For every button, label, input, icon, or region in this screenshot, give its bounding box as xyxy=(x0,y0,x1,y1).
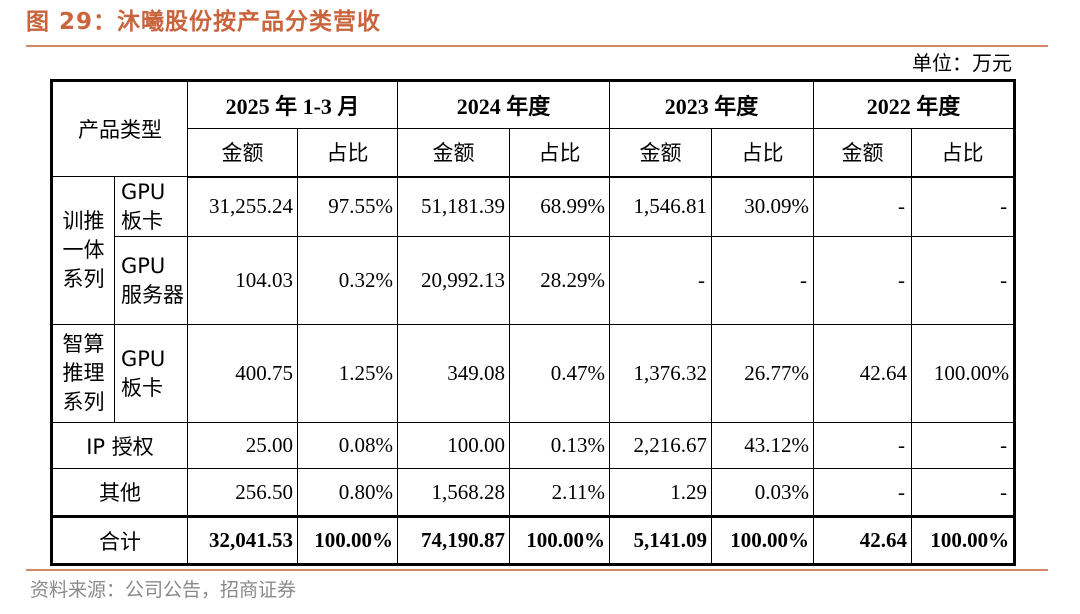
cell-share: 26.77% xyxy=(711,324,815,423)
header-share: 占比 xyxy=(509,128,611,178)
group-compute-infer: 智算推理系列 xyxy=(51,324,115,423)
cell-amount: 74,190.87 xyxy=(397,515,511,565)
header-share: 占比 xyxy=(711,128,815,178)
cell-share: 0.32% xyxy=(296,236,399,325)
cell-share: - xyxy=(711,236,815,325)
cell-share: 100.00% xyxy=(296,515,399,565)
cell-share: 0.08% xyxy=(296,422,399,469)
cell-amount: 42.64 xyxy=(813,515,913,565)
cell-share: 0.13% xyxy=(509,422,611,469)
cell-share: 97.55% xyxy=(296,176,399,237)
table-row: 其他 256.50 0.80% 1,568.28 2.11% 1.29 0.03… xyxy=(51,468,1016,517)
header-share: 占比 xyxy=(911,128,1016,178)
figure-title: 图 29：沐曦股份按产品分类营收 xyxy=(26,9,382,35)
header-product-type: 产品类型 xyxy=(51,80,188,177)
header-amount: 金额 xyxy=(187,128,298,178)
cell-share: - xyxy=(911,468,1016,517)
row-sub-label: GPU服务器 xyxy=(114,236,188,325)
table-row: 训推一体系列 GPU板卡 31,255.24 97.55% 51,181.39 … xyxy=(51,176,1016,325)
cell-share: 43.12% xyxy=(711,422,815,469)
cell-amount: 31,255.24 xyxy=(187,176,298,237)
cell-share: - xyxy=(911,176,1016,237)
header-period-2023: 2023 年度 xyxy=(609,80,815,129)
cell-amount: 400.75 xyxy=(187,324,298,423)
cell-share: 0.03% xyxy=(711,468,815,517)
cell-share: 1.25% xyxy=(296,324,399,423)
cell-share: 100.00% xyxy=(509,515,611,565)
row-sub-label: GPU板卡 xyxy=(114,324,188,423)
footer-divider xyxy=(26,569,1048,571)
table-row: GPU服务器 104.03 0.32% 20,992.13 28.29% - -… xyxy=(52,236,1016,325)
cell-amount: - xyxy=(813,236,913,325)
cell-amount: 25.00 xyxy=(187,422,298,469)
cell-amount: - xyxy=(813,176,913,237)
cell-share: 2.11% xyxy=(509,468,611,517)
cell-share: 100.00% xyxy=(711,515,815,565)
cell-amount: 1.29 xyxy=(609,468,713,517)
cell-amount: - xyxy=(813,468,913,517)
source-note: 资料来源：公司公告，招商证券 xyxy=(30,579,297,601)
cell-share: - xyxy=(911,236,1016,325)
header-amount: 金额 xyxy=(397,128,511,178)
cell-amount: 1,376.32 xyxy=(609,324,713,423)
group-train-infer: 训推一体系列 xyxy=(51,176,115,325)
row-label: 其他 xyxy=(51,468,188,517)
cell-amount: 5,141.09 xyxy=(609,515,713,565)
cell-amount: 100.00 xyxy=(397,422,511,469)
cell-share: 30.09% xyxy=(711,176,815,237)
header-period-2022: 2022 年度 xyxy=(813,80,1016,129)
cell-amount: 1,568.28 xyxy=(397,468,511,517)
title-divider xyxy=(26,45,1048,47)
cell-share: - xyxy=(911,422,1016,469)
cell-share: 100.00% xyxy=(911,515,1016,565)
cell-amount: 349.08 xyxy=(397,324,511,423)
cell-amount: - xyxy=(813,422,913,469)
cell-share: 68.99% xyxy=(509,176,611,237)
header-period-2024: 2024 年度 xyxy=(397,80,611,129)
cell-amount: - xyxy=(609,236,713,325)
unit-label: 单位：万元 xyxy=(912,51,1012,75)
table-row: 智算推理系列 GPU板卡 400.75 1.25% 349.08 0.47% 1… xyxy=(51,324,1016,423)
cell-amount: 20,992.13 xyxy=(397,236,511,325)
table-row: IP 授权 25.00 0.08% 100.00 0.13% 2,216.67 … xyxy=(51,422,1016,469)
cell-share: 0.80% xyxy=(296,468,399,517)
row-label: 合计 xyxy=(51,515,188,565)
cell-amount: 42.64 xyxy=(813,324,913,423)
cell-amount: 32,041.53 xyxy=(187,515,298,565)
header-amount: 金额 xyxy=(813,128,913,178)
header-share: 占比 xyxy=(296,128,399,178)
cell-share: 28.29% xyxy=(509,236,611,325)
table-row-total: 合计 32,041.53 100.00% 74,190.87 100.00% 5… xyxy=(51,515,1016,565)
cell-amount: 2,216.67 xyxy=(609,422,713,469)
header-period-2025q1: 2025 年 1-3 月 xyxy=(186,80,399,129)
revenue-table: 产品类型 2025 年 1-3 月 2024 年度 2023 年度 2022 年… xyxy=(50,79,1017,566)
cell-share: 100.00% xyxy=(911,324,1016,423)
cell-amount: 256.50 xyxy=(187,468,298,517)
cell-amount: 51,181.39 xyxy=(397,176,511,237)
row-label: IP 授权 xyxy=(51,422,188,469)
cell-amount: 104.03 xyxy=(187,236,298,325)
cell-amount: 1,546.81 xyxy=(609,176,713,237)
cell-share: 0.47% xyxy=(509,324,611,423)
row-sub-label: GPU板卡 xyxy=(114,176,188,237)
header-amount: 金额 xyxy=(609,128,713,178)
